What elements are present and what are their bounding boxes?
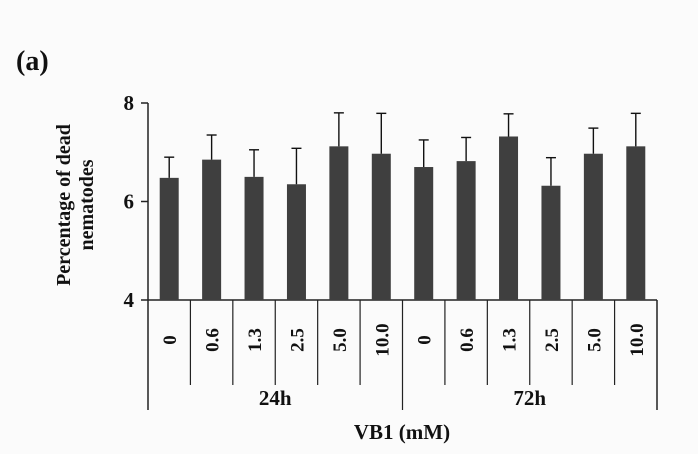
x-tick-label: 5.0 [330, 328, 351, 352]
x-tick-label: 0.6 [203, 328, 224, 352]
y-tick-label: 4 [124, 288, 135, 312]
bar [371, 153, 391, 300]
bar [541, 185, 561, 300]
bar [159, 177, 179, 300]
y-tick-label: 8 [124, 91, 135, 115]
x-tick-label: 0 [415, 335, 436, 345]
plot-area: 4 6 8 0 0.6 1.3 2.5 5.0 10.0 24h 0 0.6 1.3 2.5 5.0 10.0… [124, 91, 658, 410]
bar [329, 146, 349, 300]
bar [626, 146, 646, 300]
y-axis-title-line-1: Percentage of dead [53, 124, 75, 286]
x-tick-label: 1.3 [245, 328, 266, 352]
x-tick-label: 2.5 [287, 328, 308, 352]
x-tick-label: 1.3 [500, 328, 521, 352]
bar [202, 159, 222, 300]
x-tick-label: 5.0 [584, 328, 605, 352]
bar [414, 167, 434, 300]
bar [244, 176, 264, 300]
x-tick-label: 10.0 [372, 323, 393, 356]
x-tick-label: 0 [160, 335, 181, 345]
bar [583, 153, 603, 300]
y-tick-label: 6 [124, 190, 135, 214]
x-tick-label: 0.6 [457, 328, 478, 352]
x-tick-label: 10.0 [627, 323, 648, 356]
bar [456, 161, 476, 300]
bar [286, 184, 306, 300]
x-tick-label: 2.5 [542, 328, 563, 352]
y-axis-title-line-2: nematodes [76, 159, 98, 250]
x-axis-title: VB1 (mM) [354, 420, 450, 444]
panel-label: (a) [16, 46, 49, 77]
group-label: 24h [259, 386, 292, 410]
group-label: 72h [513, 386, 546, 410]
bar [499, 136, 519, 300]
